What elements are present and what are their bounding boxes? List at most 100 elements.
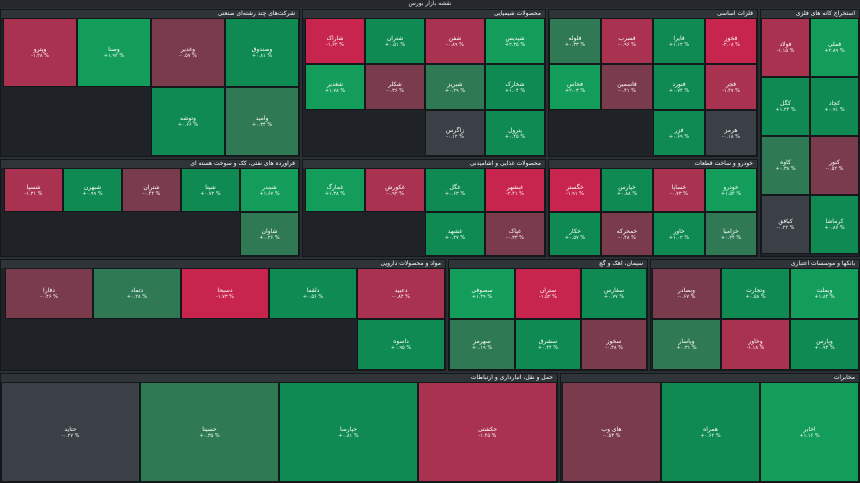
stock-tile[interactable]: خساپا -۰.۷۳ % <box>653 168 705 212</box>
stock-tile[interactable]: کچاد +۰.۹۱ % <box>810 77 859 136</box>
stock-tile[interactable]: وصندوق +۰.۸۱ % <box>225 18 299 87</box>
stock-tile[interactable]: فجر -۱.۴۷ % <box>705 64 757 110</box>
stock-tile[interactable]: کبافق -۰.۲۲ % <box>761 195 810 254</box>
stock-tile[interactable]: کگل +۱.۲۴ % <box>761 77 810 136</box>
stock-tile[interactable]: خزامیا +۰.۲۴ % <box>705 212 757 256</box>
stock-tile[interactable]: دتماد +۰.۲۸ % <box>93 268 181 319</box>
stock-tile[interactable]: دعبید -۰.۸۴ % <box>357 268 445 319</box>
stock-symbol: فاسمین <box>617 80 637 88</box>
stock-tile[interactable]: حسینا +۰.۳۵ % <box>140 382 279 482</box>
stock-tile[interactable]: فزر +۰.۶۹ % <box>653 110 705 156</box>
stock-tile[interactable]: سهرمز +۰.۱۹ % <box>449 319 515 370</box>
stock-tile[interactable]: فخوز -۲.۰۸ % <box>705 18 757 64</box>
stock-tile[interactable]: شبهرن +۰.۹۹ % <box>63 168 122 212</box>
stock-tile[interactable]: فملی +۲.۸۹ % <box>810 18 859 77</box>
stock-tile[interactable]: شاراک -۱.۶۲ % <box>305 18 365 64</box>
stock-tile[interactable]: شتران +۰.۵۱ % <box>365 18 425 64</box>
stock-tile[interactable]: شبریز +۰.۲۹ % <box>425 64 485 110</box>
stock-change: -۰.۷۳ % <box>670 190 688 197</box>
stock-tile[interactable]: خپارس +۰.۸۸ % <box>601 168 653 212</box>
sector-panel: خودرو و ساخت قطعات خودرو +۱.۵۴ % خساپا -۰.۷… <box>548 159 758 257</box>
stock-tile[interactable]: وامید +۰.۳۴ % <box>225 87 299 156</box>
stock-tile[interactable]: زاگرس -۰.۱۲ % <box>425 110 485 156</box>
stock-tile[interactable]: غپاک -۰.۳۳ % <box>485 212 545 256</box>
stock-tile[interactable]: غبشهر -۲.۴۱ % <box>485 168 545 212</box>
tile-grid: حکشتی -۱.۴۵ % حپارسا +۰.۸۱ % حسینا +۰.۳۵ % حتا… <box>1 382 557 482</box>
stock-symbol: شاوان <box>261 227 278 235</box>
stock-tile[interactable]: شپدیس +۲.۳۵ % <box>485 18 545 64</box>
stock-change: -۰.۳۳ % <box>506 234 524 241</box>
stock-tile[interactable]: پترول +۰.۴۵ % <box>485 110 545 156</box>
stock-symbol: خگستر <box>566 183 584 191</box>
stock-tile[interactable]: خمحرکه -۰.۴۸ % <box>601 212 653 256</box>
stock-tile[interactable]: خودرو +۱.۵۴ % <box>705 168 757 212</box>
stock-tile[interactable]: شبندر +۱.۶۷ % <box>240 168 299 212</box>
stock-tile[interactable]: غگل +۰.۶۳ % <box>425 168 485 212</box>
stock-tile[interactable]: وپترو -۱.۲۸ % <box>3 18 77 87</box>
stock-tile[interactable]: شکلر -۰.۳۶ % <box>365 64 425 110</box>
stock-tile[interactable]: وپاسار +۰.۳۱ % <box>652 319 721 370</box>
stock-tile[interactable]: اخابر +۱.۱۶ % <box>760 382 859 482</box>
stock-change: +۲.۸۹ % <box>824 48 845 54</box>
stock-tile[interactable]: وبملت +۱.۸۴ % <box>790 268 859 319</box>
stock-symbol: کرماشا <box>825 218 844 225</box>
stock-symbol: فخوز <box>724 34 738 42</box>
stock-tile[interactable]: فلوله +۰.۳۳ % <box>549 18 601 64</box>
stock-symbol: شکلر <box>388 80 402 88</box>
stock-tile[interactable]: کرماشا +۰.۸۷ % <box>810 195 859 254</box>
stock-change: +۱.۰۴ % <box>504 87 526 94</box>
stock-symbol: کاوه <box>780 159 791 166</box>
stock-tile[interactable]: وبصادر -۰.۶۷ % <box>652 268 721 319</box>
stock-tile[interactable]: دفارا -۰.۴۶ % <box>5 268 93 319</box>
stock-tile[interactable]: وصنا +۱.۹۲ % <box>77 18 151 87</box>
stock-tile[interactable]: فایرا +۱.۱۲ % <box>653 18 705 64</box>
stock-tile[interactable]: سشرق +۰.۴۴ % <box>515 319 581 370</box>
stock-symbol: غبشهر <box>506 183 524 191</box>
sector-panel: سیمان، آهک و گچ سفارس +۰.۷۷ % ستران -۱.۵۲ %… <box>448 259 648 371</box>
stock-tile[interactable]: همراه +۰.۶۲ % <box>661 382 760 482</box>
stock-tile[interactable]: خاور +۱.۰۲ % <box>653 212 705 256</box>
stock-tile[interactable]: غشهد +۰.۴۷ % <box>425 212 485 256</box>
sector-title: استخراج کانه های فلزی <box>761 10 859 18</box>
stock-tile[interactable]: داسوه +۰.۹۵ % <box>357 319 445 370</box>
stock-tile[interactable]: فنورد +۰.۷۴ % <box>653 64 705 110</box>
stock-tile[interactable]: شغدیر +۱.۷۸ % <box>305 64 365 110</box>
stock-tile[interactable]: وتجارت +۰.۵۸ % <box>721 268 790 319</box>
stock-symbol: فخاس <box>567 80 583 88</box>
stock-tile[interactable]: شسپا -۱.۳۱ % <box>4 168 63 212</box>
stock-tile[interactable]: فاسمین -۰.۴۱ % <box>601 64 653 110</box>
stock-tile[interactable]: شپنا +۰.۷۲ % <box>181 168 240 212</box>
stock-tile[interactable]: کنور -۰.۵۲ % <box>810 136 859 195</box>
stock-tile[interactable]: فسرب -۰.۹۶ % <box>601 18 653 64</box>
stock-tile[interactable]: های وب -۰.۵۳ % <box>562 382 661 482</box>
stock-tile[interactable]: حکشتی -۱.۴۵ % <box>418 382 557 482</box>
stock-tile[interactable]: سصوفی +۱.۲۹ % <box>449 268 515 319</box>
stock-tile[interactable]: کاوه +۰.۳۸ % <box>761 136 810 195</box>
stock-tile[interactable]: حپارسا +۰.۸۱ % <box>279 382 418 482</box>
stock-tile[interactable]: شتران -۰.۴۴ % <box>122 168 181 212</box>
stock-tile[interactable]: خگستر -۱.۹۱ % <box>549 168 601 212</box>
stock-tile[interactable]: فولاد -۱.۱۵ % <box>761 18 810 77</box>
stock-tile[interactable]: غمارگ +۱.۳۸ % <box>305 168 365 212</box>
stock-symbol: غمارگ <box>326 183 344 191</box>
sector-title: حمل و نقل، انبارداری و ارتباطات <box>1 374 557 382</box>
stock-tile[interactable]: سخوز -۰.۳۸ % <box>581 319 647 370</box>
stock-tile[interactable]: شاوان +۰.۲۶ % <box>240 212 299 256</box>
stock-tile[interactable]: سفارس +۰.۷۷ % <box>581 268 647 319</box>
stock-tile[interactable]: خکار +۰.۵۷ % <box>549 212 601 256</box>
stock-tile[interactable]: شفن -۰.۸۹ % <box>425 18 485 64</box>
stock-tile[interactable]: دلقما +۰.۵۶ % <box>269 268 357 319</box>
stock-tile[interactable]: حتاید -۰.۲۷ % <box>1 382 140 482</box>
stock-tile[interactable]: شخارک +۱.۰۴ % <box>485 64 545 110</box>
stock-tile[interactable]: وپارس +۰.۹۳ % <box>790 319 859 370</box>
stock-tile[interactable]: فخاس +۲.۰۳ % <box>549 64 601 110</box>
stock-tile[interactable]: غکورش -۰.۹۲ % <box>365 168 425 212</box>
stock-tile[interactable]: ستران -۱.۵۲ % <box>515 268 581 319</box>
stock-tile[interactable]: هرمز -۰.۱۸ % <box>705 110 757 156</box>
stock-tile[interactable]: وتوشه +۰.۶۶ % <box>151 87 225 156</box>
stock-tile[interactable]: دسبحا -۱.۷۳ % <box>181 268 269 319</box>
stock-tile[interactable]: وغدیر -۰.۵۷ % <box>151 18 225 87</box>
stock-symbol: خاور <box>673 227 685 235</box>
stock-tile[interactable]: وخاور -۱.۱۸ % <box>721 319 790 370</box>
